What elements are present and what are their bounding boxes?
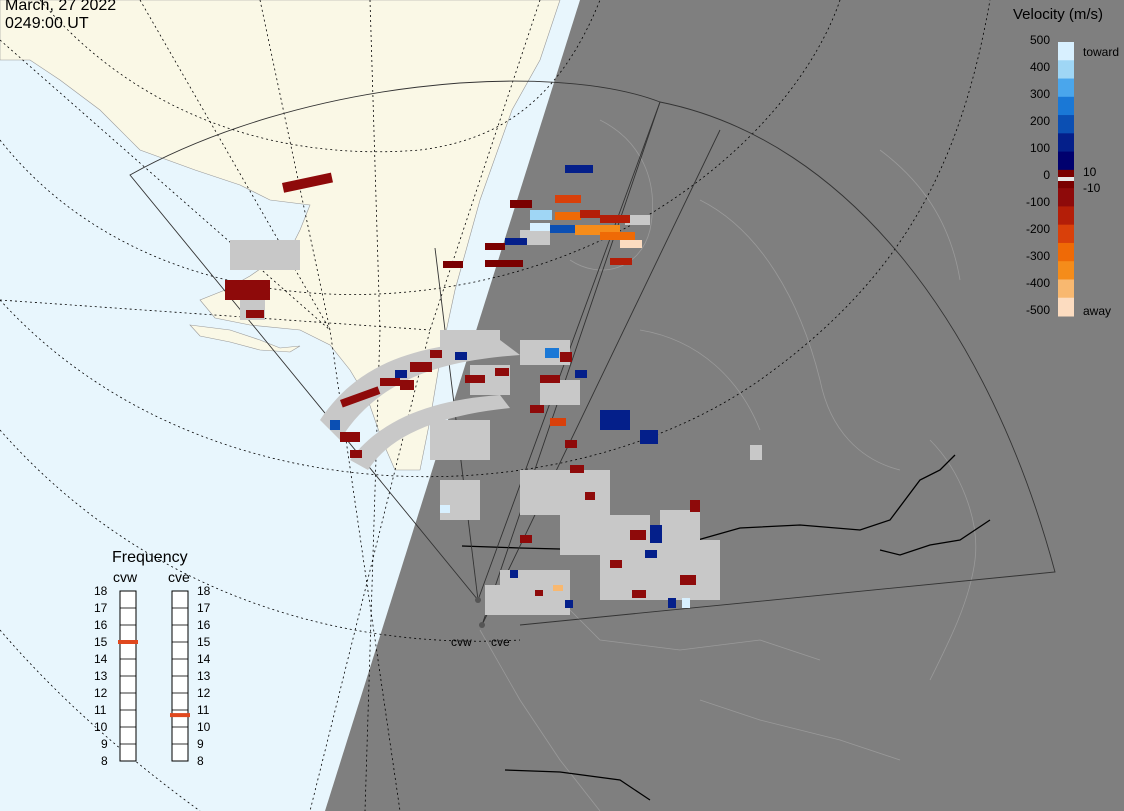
date-label: March, 27 2022: [5, 0, 117, 14]
frequency-tick-label-left: 11: [94, 703, 107, 717]
aleutian-islands: [189, 324, 301, 353]
velocity-color-swatch: [1058, 115, 1074, 134]
frequency-tick-label-right: 18: [197, 584, 211, 598]
velocity-color-swatch: [1058, 78, 1074, 98]
frequency-tick-label-right: 12: [197, 686, 211, 700]
velocity-colorbar: [1058, 42, 1074, 317]
site-label-cve: cve: [491, 635, 510, 649]
frequency-marker: [118, 640, 138, 644]
velocity-tick-label: -300: [1025, 249, 1050, 263]
velocity-tick-label: -500: [1025, 303, 1050, 317]
site-cve-marker: [479, 622, 485, 628]
velocity-color-swatch: [1058, 42, 1074, 61]
frequency-tick-label-left: 14: [94, 652, 108, 666]
frequency-tick-label-right: 10: [197, 720, 211, 734]
velocity-color-swatch: [1058, 261, 1074, 280]
velocity-cells: [225, 165, 700, 608]
graticule: [0, 0, 991, 811]
us-mexico-border: [504, 769, 651, 801]
velocity-color-swatch: [1058, 242, 1074, 262]
frequency-tick-label-right: 14: [197, 652, 211, 666]
frequency-radar-name-cvw: cvw: [113, 569, 138, 585]
velocity-color-swatch: [1058, 224, 1074, 244]
frequency-tick-label-left: 17: [94, 601, 108, 615]
velocity-color-swatch: [1058, 279, 1074, 299]
velocity-label-pos10: 10: [1083, 165, 1097, 179]
frequency-tick-label-right: 16: [197, 618, 211, 632]
velocity-color-swatch: [1058, 151, 1074, 171]
frequency-tick-label-left: 12: [94, 686, 108, 700]
frequency-tick-label-left: 9: [101, 737, 108, 751]
velocity-color-swatch: [1058, 188, 1074, 207]
velocity-tick-label: 300: [1029, 87, 1050, 101]
velocity-tick-label: -100: [1025, 195, 1050, 209]
velocity-color-swatch: [1058, 96, 1074, 116]
fov-cve: [481, 101, 1056, 626]
site-label-cvw: cvw: [451, 635, 472, 649]
frequency-tick-label-left: 10: [94, 720, 108, 734]
frequency-tick-label-right: 11: [197, 703, 210, 717]
frequency-tick-label-right: 17: [197, 601, 211, 615]
frequency-tick-label-left: 18: [94, 584, 108, 598]
frequency-tick-label-left: 16: [94, 618, 108, 632]
site-cvw-marker: [475, 597, 481, 603]
frequency-marker: [170, 713, 190, 718]
velocity-label-neg10: -10: [1083, 181, 1101, 195]
velocity-label-toward: toward: [1083, 45, 1120, 59]
velocity-tick-label: 0: [1043, 168, 1050, 182]
velocity-color-swatch: [1058, 60, 1074, 80]
velocity-tick-label: 500: [1029, 33, 1050, 47]
frequency-tick-label-right: 13: [197, 669, 211, 683]
velocity-color-swatch: [1058, 206, 1074, 226]
frequency-radar-name-cve: cve: [168, 569, 190, 585]
frequency-tick-label-right: 9: [197, 737, 204, 751]
frequency-tick-label-left: 15: [94, 635, 108, 649]
frequency-title: Frequency: [112, 549, 188, 566]
time-label: 0249:00 UT: [5, 15, 89, 32]
velocity-zero-band: [1058, 177, 1074, 181]
fov-cvw: [129, 80, 661, 601]
velocity-legend-title: Velocity (m/s): [1013, 6, 1104, 23]
velocity-label-away: away: [1083, 304, 1112, 318]
frequency-tick-label-right: 15: [197, 635, 211, 649]
velocity-color-swatch: [1058, 133, 1074, 153]
velocity-tick-label: 200: [1029, 114, 1050, 128]
frequency-scales: [118, 590, 190, 762]
frequency-tick-label-left: 8: [101, 754, 108, 768]
frequency-tick-label-left: 13: [94, 669, 108, 683]
us-canada-border-east: [879, 519, 991, 556]
night-coastlines: [479, 119, 977, 811]
frequency-tick-label-right: 8: [197, 754, 204, 768]
velocity-tick-label: 400: [1029, 60, 1050, 74]
velocity-tick-label: -200: [1025, 222, 1050, 236]
velocity-color-swatch: [1058, 297, 1074, 317]
velocity-tick-label: -400: [1025, 276, 1050, 290]
velocity-tick-label: 100: [1029, 141, 1050, 155]
